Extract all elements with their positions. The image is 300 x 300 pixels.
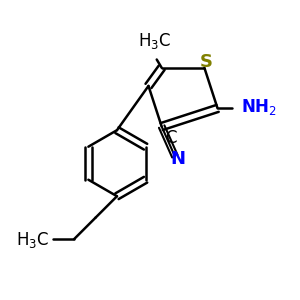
Text: C: C: [165, 129, 177, 147]
Text: NH$_2$: NH$_2$: [241, 97, 276, 117]
Text: N: N: [171, 150, 186, 168]
Text: H$_3$C: H$_3$C: [139, 31, 172, 51]
Text: S: S: [200, 53, 212, 71]
Text: H$_3$C: H$_3$C: [16, 230, 49, 250]
